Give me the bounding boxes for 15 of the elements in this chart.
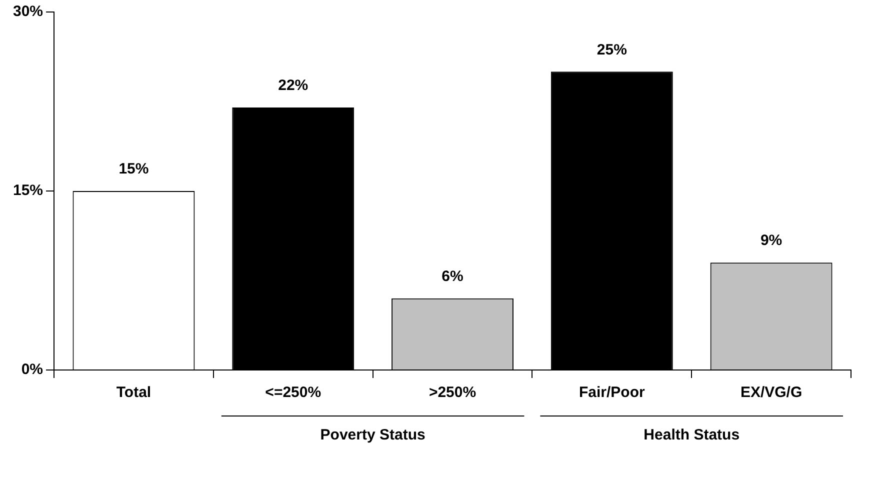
data-label: 9% xyxy=(760,232,782,250)
y-tick-label: 15% xyxy=(12,182,44,200)
data-label: 15% xyxy=(118,160,149,178)
data-label: 6% xyxy=(442,268,464,286)
x-tick-label: Fair/Poor xyxy=(578,384,645,402)
x-tick-label: EX/VG/G xyxy=(740,384,802,402)
x-tick-label: Total xyxy=(116,384,152,402)
text: Poverty Status xyxy=(320,426,426,444)
x-tick-label: <=250% xyxy=(265,384,322,402)
x-tick-label: >250% xyxy=(428,384,476,402)
data-label: 25% xyxy=(596,41,627,58)
y-tick-label: 30% xyxy=(12,3,44,20)
y-tick-label: 0% xyxy=(21,361,44,378)
data-label: 22% xyxy=(278,77,308,94)
text: Health Status xyxy=(644,426,740,444)
